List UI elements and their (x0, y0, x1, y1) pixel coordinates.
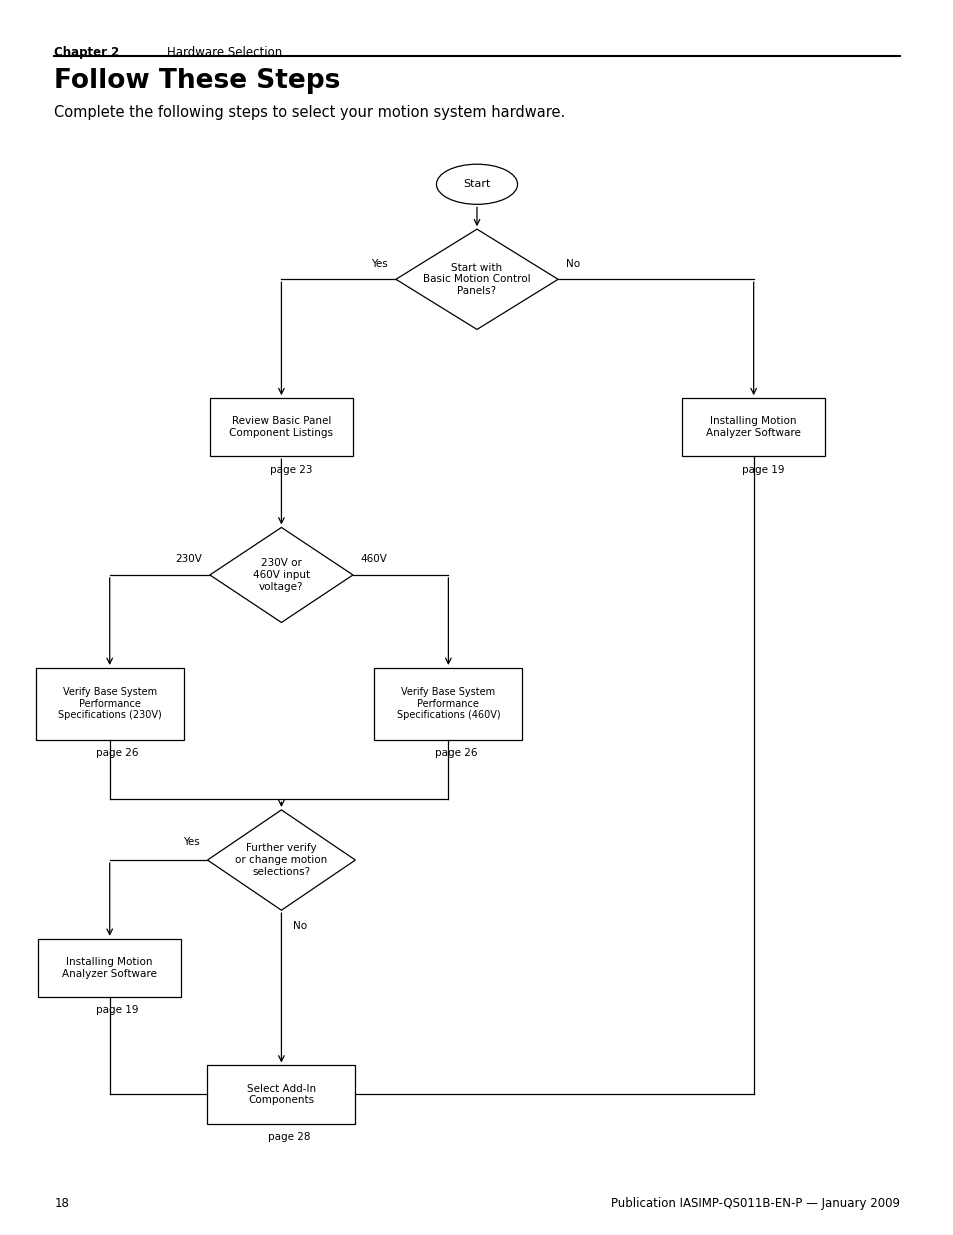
Text: No: No (565, 259, 579, 269)
Text: Follow These Steps: Follow These Steps (54, 68, 340, 94)
Bar (210, 398, 353, 456)
Text: page 28: page 28 (268, 1132, 310, 1142)
Text: page 23: page 23 (270, 464, 312, 474)
Text: Installing Motion
Analyzer Software: Installing Motion Analyzer Software (62, 957, 157, 978)
Bar (374, 668, 522, 740)
Text: page 26: page 26 (96, 748, 138, 758)
Text: Further verify
or change motion
selections?: Further verify or change motion selectio… (235, 844, 327, 877)
Text: Select Add-In
Components: Select Add-In Components (247, 1083, 315, 1105)
Text: Publication IASIMP-QS011B-EN-P — January 2009: Publication IASIMP-QS011B-EN-P — January… (610, 1197, 899, 1210)
Text: Installing Motion
Analyzer Software: Installing Motion Analyzer Software (705, 416, 801, 438)
Text: Hardware Selection: Hardware Selection (167, 46, 282, 59)
Text: Verify Base System
Performance
Specifications (230V): Verify Base System Performance Specifica… (58, 687, 161, 720)
Text: 18: 18 (54, 1197, 70, 1210)
Text: 230V or
460V input
voltage?: 230V or 460V input voltage? (253, 558, 310, 592)
Bar (681, 398, 824, 456)
Text: Complete the following steps to select your motion system hardware.: Complete the following steps to select y… (54, 105, 565, 120)
Text: Yes: Yes (183, 837, 199, 847)
Text: Review Basic Panel
Component Listings: Review Basic Panel Component Listings (229, 416, 334, 438)
Text: No: No (293, 921, 307, 931)
Bar (38, 939, 181, 997)
Text: page 19: page 19 (741, 464, 783, 474)
Text: Chapter 2: Chapter 2 (54, 46, 119, 59)
Text: Start with
Basic Motion Control
Panels?: Start with Basic Motion Control Panels? (423, 263, 530, 296)
Text: 230V: 230V (175, 555, 202, 564)
Bar (36, 668, 183, 740)
Text: page 26: page 26 (435, 748, 476, 758)
Text: Yes: Yes (371, 259, 388, 269)
Text: Start: Start (463, 179, 490, 189)
Text: Verify Base System
Performance
Specifications (460V): Verify Base System Performance Specifica… (396, 687, 499, 720)
Bar (207, 1066, 355, 1124)
Text: page 19: page 19 (96, 1005, 138, 1015)
Text: 460V: 460V (360, 555, 387, 564)
